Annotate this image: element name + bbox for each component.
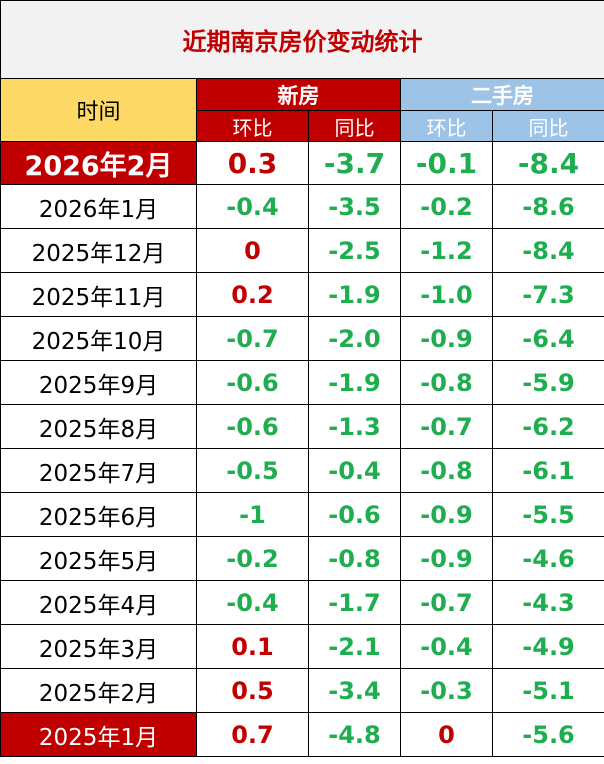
old-mom-cell: -0.9	[400, 536, 493, 581]
new-mom-cell: -0.4	[196, 580, 309, 625]
old-yoy-cell: -8.4	[491, 141, 604, 185]
old-mom-cell: -1.2	[400, 228, 493, 273]
table-row: 2025年11月 0.2 -1.9 -1.0 -7.3	[0, 272, 604, 317]
new-mom-cell: 0.3	[196, 141, 309, 185]
date-cell: 2026年2月	[0, 141, 197, 185]
old-mom-cell: -1.0	[400, 272, 493, 317]
table-row: 2026年2月 0.3 -3.7 -0.1 -8.4	[0, 141, 604, 185]
old-yoy-cell: -6.1	[491, 448, 604, 493]
date-cell: 2025年1月	[0, 712, 197, 757]
old-yoy-cell: -6.2	[491, 404, 604, 449]
new-yoy-cell: -0.6	[308, 492, 401, 537]
new-yoy-cell: -3.4	[308, 668, 401, 713]
old-mom-cell: -0.3	[400, 668, 493, 713]
new-yoy-header: 同比	[308, 110, 401, 142]
date-cell: 2025年9月	[0, 360, 197, 405]
table-row: 2025年7月 -0.5 -0.4 -0.8 -6.1	[0, 448, 604, 493]
table-row: 2025年9月 -0.6 -1.9 -0.8 -5.9	[0, 360, 604, 405]
table-row: 2025年8月 -0.6 -1.3 -0.7 -6.2	[0, 404, 604, 449]
table-row: 2025年1月 0.7 -4.8 0 -5.6	[0, 712, 604, 757]
old-yoy-cell: -5.5	[491, 492, 604, 537]
date-cell: 2026年1月	[0, 184, 197, 229]
date-cell: 2025年6月	[0, 492, 197, 537]
old-mom-cell: 0	[400, 712, 493, 757]
old-yoy-cell: -5.1	[491, 668, 604, 713]
new-mom-cell: -0.5	[196, 448, 309, 493]
new-yoy-cell: -3.5	[308, 184, 401, 229]
new-mom-cell: -0.6	[196, 360, 309, 405]
table-row: 2025年12月 0 -2.5 -1.2 -8.4	[0, 228, 604, 273]
date-cell: 2025年5月	[0, 536, 197, 581]
new-mom-cell: -1	[196, 492, 309, 537]
old-mom-cell: -0.2	[400, 184, 493, 229]
table-row: 2025年3月 0.1 -2.1 -0.4 -4.9	[0, 624, 604, 669]
new-mom-cell: 0.2	[196, 272, 309, 317]
new-yoy-cell: -0.4	[308, 448, 401, 493]
new-mom-header: 环比	[196, 110, 309, 142]
old-yoy-cell: -5.9	[491, 360, 604, 405]
table-row: 2025年2月 0.5 -3.4 -0.3 -5.1	[0, 668, 604, 713]
new-mom-cell: 0.5	[196, 668, 309, 713]
old-yoy-cell: -7.3	[491, 272, 604, 317]
time-column-header: 时间	[0, 78, 197, 142]
new-yoy-cell: -1.9	[308, 272, 401, 317]
old-mom-cell: -0.7	[400, 580, 493, 625]
date-cell: 2025年8月	[0, 404, 197, 449]
old-mom-cell: -0.8	[400, 448, 493, 493]
old-mom-cell: -0.1	[400, 141, 493, 185]
new-house-header: 新房	[196, 78, 401, 111]
new-yoy-cell: -1.9	[308, 360, 401, 405]
new-mom-cell: -0.2	[196, 536, 309, 581]
new-yoy-cell: -2.5	[308, 228, 401, 273]
date-cell: 2025年10月	[0, 316, 197, 361]
new-yoy-cell: -0.8	[308, 536, 401, 581]
new-mom-cell: 0	[196, 228, 309, 273]
old-yoy-cell: -4.6	[491, 536, 604, 581]
new-mom-cell: -0.7	[196, 316, 309, 361]
old-mom-cell: -0.4	[400, 624, 493, 669]
date-cell: 2025年12月	[0, 228, 197, 273]
table-row: 2025年5月 -0.2 -0.8 -0.9 -4.6	[0, 536, 604, 581]
old-yoy-cell: -5.6	[491, 712, 604, 757]
old-yoy-cell: -6.4	[491, 316, 604, 361]
new-yoy-cell: -2.0	[308, 316, 401, 361]
new-yoy-cell: -1.7	[308, 580, 401, 625]
old-yoy-cell: -8.4	[491, 228, 604, 273]
date-cell: 2025年4月	[0, 580, 197, 625]
new-yoy-cell: -3.7	[308, 141, 401, 185]
old-yoy-cell: -8.6	[491, 184, 604, 229]
group-header-row: 时间 新房 二手房	[0, 78, 604, 142]
old-yoy-cell: -4.9	[491, 624, 604, 669]
sub-header-row: 环比 同比 环比 同比	[1, 110, 604, 142]
title-row: 近期南京房价变动统计	[0, 0, 604, 79]
new-mom-cell: -0.4	[196, 184, 309, 229]
old-yoy-header: 同比	[491, 110, 604, 142]
table-row: 2026年1月 -0.4 -3.5 -0.2 -8.6	[0, 184, 604, 229]
old-mom-cell: -0.9	[400, 316, 493, 361]
table-row: 2025年10月 -0.7 -2.0 -0.9 -6.4	[0, 316, 604, 361]
new-mom-cell: -0.6	[196, 404, 309, 449]
old-mom-cell: -0.8	[400, 360, 493, 405]
old-yoy-cell: -4.3	[491, 580, 604, 625]
date-cell: 2025年7月	[0, 448, 197, 493]
date-cell: 2025年11月	[0, 272, 197, 317]
second-hand-header: 二手房	[399, 78, 604, 111]
table-row: 2025年4月 -0.4 -1.7 -0.7 -4.3	[0, 580, 604, 625]
new-yoy-cell: -4.8	[308, 712, 401, 757]
table-title: 近期南京房价变动统计	[0, 0, 604, 79]
table-row: 2025年6月 -1 -0.6 -0.9 -5.5	[0, 492, 604, 537]
new-mom-cell: 0.7	[196, 712, 309, 757]
old-mom-cell: -0.7	[400, 404, 493, 449]
date-cell: 2025年3月	[0, 624, 197, 669]
date-cell: 2025年2月	[0, 668, 197, 713]
new-mom-cell: 0.1	[196, 624, 309, 669]
old-mom-cell: -0.9	[400, 492, 493, 537]
old-mom-header: 环比	[400, 110, 493, 142]
new-yoy-cell: -2.1	[308, 624, 401, 669]
new-yoy-cell: -1.3	[308, 404, 401, 449]
